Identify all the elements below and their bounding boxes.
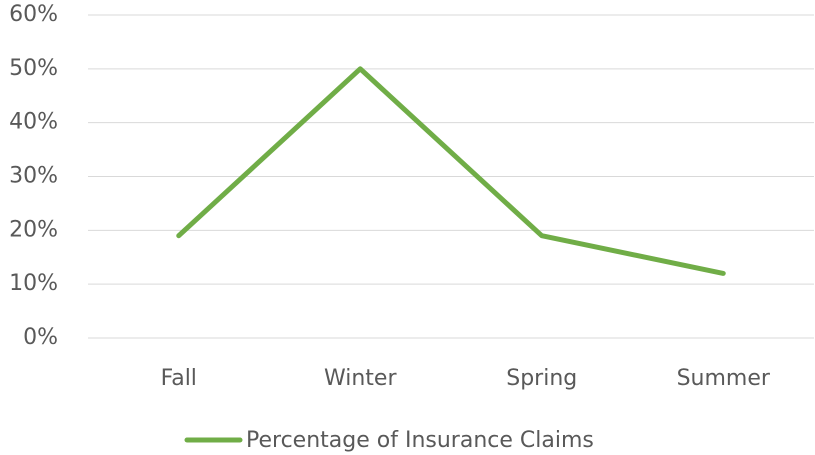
line-series — [176, 66, 726, 276]
y-tick-label: 50% — [9, 56, 58, 81]
x-tick-label: Winter — [324, 366, 397, 391]
x-tick-label: Spring — [506, 366, 577, 391]
y-tick-label: 20% — [9, 217, 58, 242]
y-tick-label: 0% — [23, 325, 58, 350]
legend-label: Percentage of Insurance Claims — [246, 428, 594, 453]
y-tick-label: 10% — [9, 271, 58, 296]
x-tick-label: Summer — [677, 366, 771, 391]
y-tick-label: 40% — [9, 110, 58, 135]
y-tick-label: 30% — [9, 164, 58, 189]
y-tick-label: 60% — [9, 2, 58, 27]
x-tick-label: Fall — [161, 366, 197, 391]
